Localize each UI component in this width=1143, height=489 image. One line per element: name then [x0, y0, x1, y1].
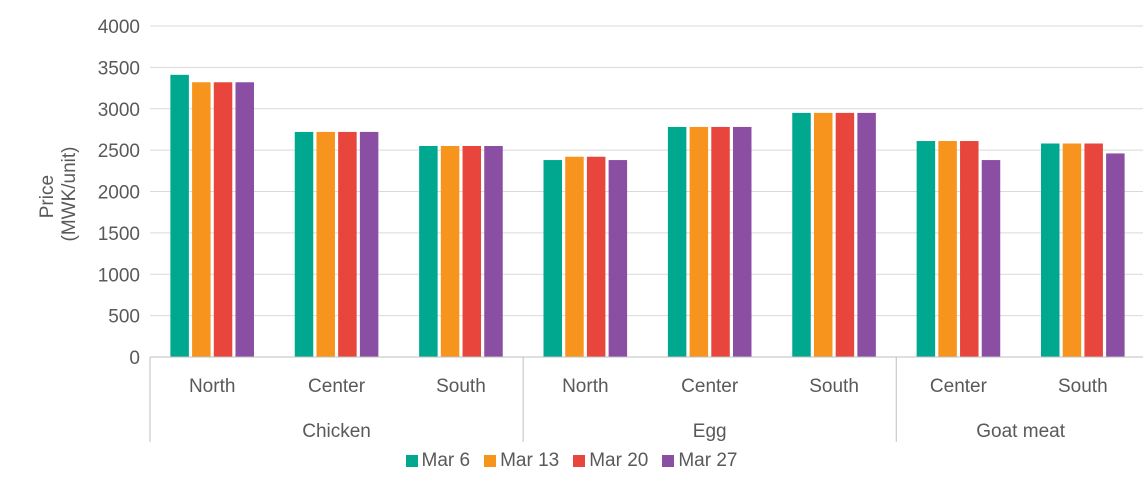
- x-group-label: Goat meat: [976, 421, 1065, 442]
- bar: [1106, 153, 1125, 357]
- y-axis-title-line-2: (MWK/unit): [59, 147, 80, 242]
- bar: [192, 82, 211, 358]
- bar: [294, 131, 314, 357]
- bar: [732, 126, 752, 357]
- bar: [316, 131, 335, 357]
- x-category-label: South: [809, 376, 859, 397]
- x-category-label: Center: [308, 376, 366, 397]
- legend-swatch: [484, 455, 497, 467]
- bar: [667, 126, 687, 357]
- bar: [857, 112, 876, 357]
- bar: [565, 156, 584, 357]
- legend-swatch: [573, 455, 586, 467]
- y-tick-label: 2000: [98, 183, 140, 204]
- bar: [338, 131, 357, 357]
- x-category-label: North: [189, 376, 235, 397]
- y-tick-label: 1000: [98, 265, 140, 286]
- y-tick-label: 4000: [98, 17, 140, 38]
- bar: [1062, 143, 1082, 357]
- legend-label: Mar 13: [500, 450, 560, 471]
- chart-legend: Mar 6 Mar 13 Mar 20 Mar 27: [0, 446, 1143, 476]
- legend-item: Mar 6: [405, 450, 471, 472]
- bar: [608, 160, 628, 357]
- bar: [1041, 143, 1060, 357]
- bar: [359, 131, 379, 357]
- y-axis-title: Price (MWK/unit): [37, 147, 80, 242]
- bar: [586, 156, 606, 357]
- y-tick-label: 3500: [98, 58, 140, 79]
- bar: [960, 141, 979, 357]
- legend-item: Mar 20: [573, 450, 648, 472]
- gridlines: [150, 25, 1143, 358]
- bar: [543, 160, 563, 357]
- y-axis-ticks: 0 500 1000 1500 2000 2500 3000 3500 4000: [98, 17, 140, 369]
- legend-item: Mar 27: [662, 450, 738, 472]
- y-tick-label: 1500: [98, 224, 140, 245]
- bar: [835, 112, 855, 357]
- x-category-label: South: [1058, 376, 1108, 397]
- x-axis-labels: North Center South North Center South Center So…: [189, 376, 1108, 442]
- x-category-label: North: [562, 376, 608, 397]
- bar: [689, 126, 709, 357]
- bars: [170, 74, 1125, 358]
- y-tick-label: 2500: [98, 141, 140, 162]
- bar: [1084, 143, 1103, 357]
- bar: [792, 112, 811, 357]
- bar: [938, 141, 957, 357]
- bar: [916, 141, 936, 357]
- x-category-label: Center: [930, 376, 988, 397]
- x-group-label: Chicken: [302, 421, 371, 442]
- x-group-label: Egg: [693, 421, 727, 442]
- bar: [484, 145, 503, 357]
- bar: [981, 160, 1001, 357]
- legend-label: Mar 20: [589, 450, 649, 471]
- bar: [440, 145, 460, 357]
- x-category-label: Center: [681, 376, 739, 397]
- legend-label: Mar 6: [421, 450, 471, 471]
- y-tick-label: 3000: [98, 100, 140, 121]
- y-tick-label: 0: [129, 348, 140, 369]
- x-category-label: South: [436, 376, 486, 397]
- y-axis-title-line-1: Price: [37, 175, 58, 218]
- x-axis: [149, 356, 1143, 442]
- legend-swatch: [662, 455, 675, 467]
- bar: [711, 126, 730, 357]
- bar: [419, 145, 438, 357]
- bar: [213, 82, 233, 358]
- y-tick-label: 500: [108, 307, 140, 328]
- bar: [170, 74, 189, 357]
- legend-item: Mar 13: [484, 450, 559, 472]
- legend-label: Mar 27: [678, 450, 738, 471]
- bar: [235, 82, 254, 358]
- bar: [462, 145, 482, 357]
- legend-swatch: [405, 455, 418, 467]
- bar: [813, 112, 833, 357]
